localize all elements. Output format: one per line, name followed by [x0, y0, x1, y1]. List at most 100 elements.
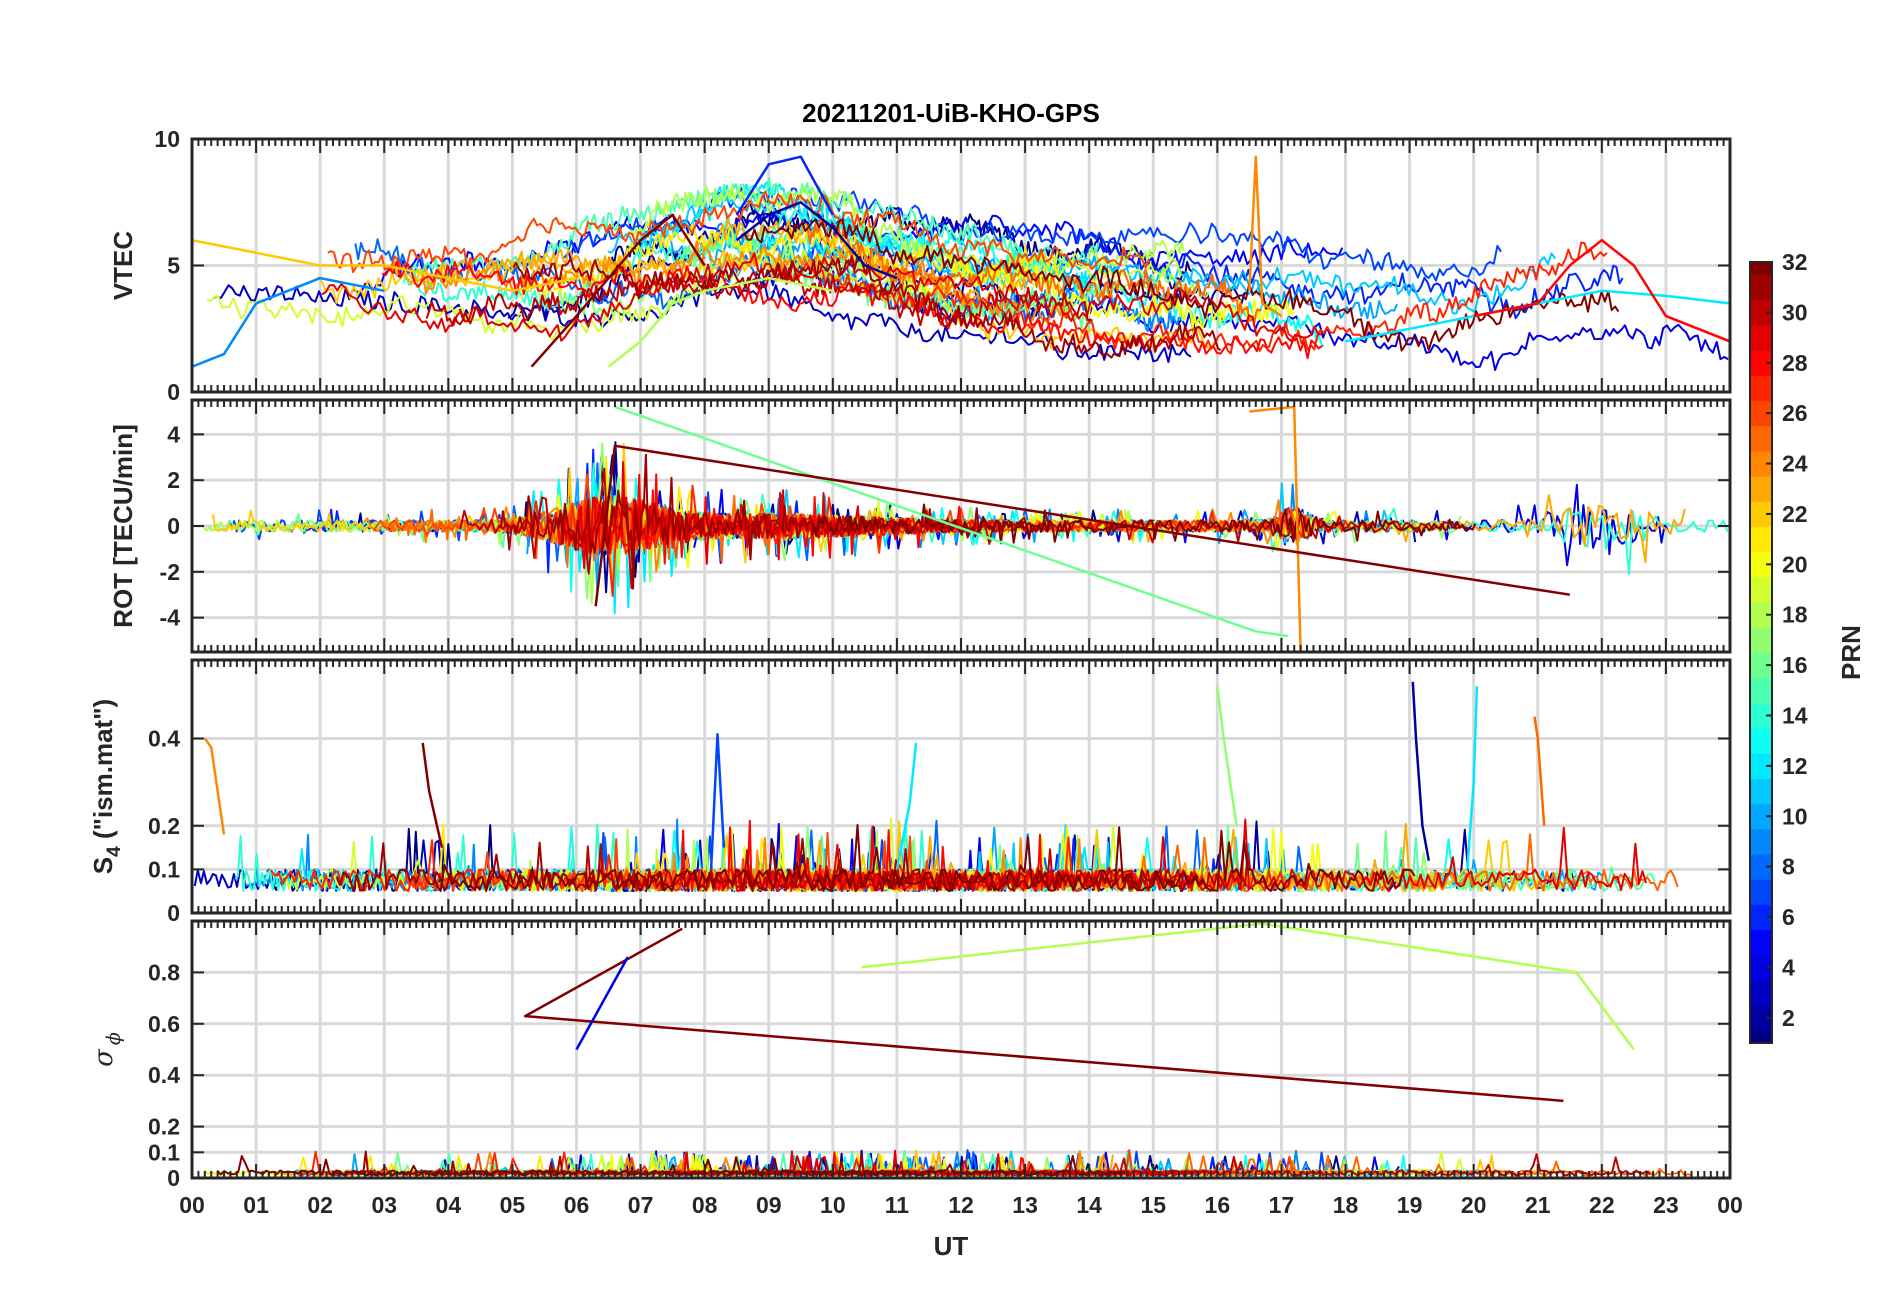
- colorbar-tick-label: 2: [1782, 1005, 1795, 1031]
- x-tick-label: 09: [756, 1192, 782, 1218]
- traces-rot: [202, 405, 1729, 652]
- x-tick-labels: 00 01 02 03 04 05 06 07 08 09 10 11 12 13 14 15 16 17 18 19…: [179, 1192, 1743, 1218]
- colorbar-swatch: [1750, 803, 1772, 830]
- colorbar-tick-label: 30: [1782, 299, 1808, 325]
- prn-trace: [206, 239, 1182, 342]
- prn-17-series: [1216, 686, 1238, 826]
- x-tick-label: 20: [1461, 1192, 1487, 1218]
- colorbar-tick-label: 24: [1782, 451, 1808, 477]
- x-tick-label: 03: [371, 1192, 397, 1218]
- x-tick-label: 04: [436, 1192, 462, 1218]
- y-tick-label: 0: [167, 513, 180, 539]
- colorbar-swatch: [1750, 677, 1772, 704]
- colorbar-tick-label: 10: [1782, 803, 1808, 829]
- y-tick-label: 0.4: [148, 1062, 180, 1088]
- prn-2-series: [1411, 681, 1431, 861]
- x-tick-label: 19: [1397, 1192, 1423, 1218]
- colorbar-tick-label: 12: [1782, 753, 1808, 779]
- colorbar-swatch: [1750, 262, 1772, 276]
- y-tick-label: 0: [167, 900, 180, 926]
- colorbar-swatch: [1750, 627, 1772, 653]
- colorbar-swatch: [1750, 551, 1772, 578]
- prn-32-series: [530, 213, 706, 368]
- prn-trace: [740, 218, 1620, 352]
- x-tick-label: 23: [1653, 1192, 1679, 1218]
- colorbar-swatch: [1750, 778, 1772, 805]
- prn-25-series: [1533, 716, 1546, 826]
- y-tick-label: 4: [167, 421, 180, 447]
- x-tick-label: 15: [1140, 1192, 1166, 1218]
- x-tick-label: 07: [628, 1192, 654, 1218]
- x-ticks-s4: [191, 660, 1731, 913]
- traces-s4: [193, 681, 1679, 893]
- y-axis-label-rot: ROT [TECU/min]: [108, 424, 138, 628]
- grid-s4: [192, 660, 1730, 913]
- colorbar-swatch: [1750, 929, 1772, 956]
- prn-32-series: [594, 444, 1570, 607]
- y-axis-label-s4: S4 ("ism.mat"): [88, 699, 125, 874]
- prn-16-series: [614, 405, 1288, 638]
- colorbar-swatch: [1750, 400, 1772, 427]
- x-tick-label: 08: [692, 1192, 718, 1218]
- panel-rot: -4 -2 0 2 4 ROT [TECU/min]: [108, 398, 1732, 654]
- y-axis-rot: -4 -2 0 2 4: [160, 421, 1730, 631]
- colorbar-swatch: [1750, 854, 1772, 880]
- y-tick-label: 10: [154, 126, 180, 152]
- panel-s4: 0 0.1 0.2 0.4 S4 ("ism.mat"): [88, 658, 1732, 926]
- y-tick-label: 0.1: [148, 856, 180, 882]
- y-tick-label: -2: [160, 559, 180, 585]
- prn-trace: [810, 503, 1477, 545]
- colorbar-swatch: [1750, 652, 1772, 679]
- colorbar-swatch: [1750, 350, 1772, 376]
- colorbar-tick-label: 6: [1782, 904, 1795, 930]
- prn-4-series: [575, 956, 629, 1051]
- colorbar-swatch: [1750, 980, 1772, 1006]
- y-tick-label: 0.6: [148, 1011, 180, 1037]
- colorbar-tick-label: 14: [1782, 702, 1808, 728]
- x-tick-label: 02: [307, 1192, 333, 1218]
- prn-12-series: [895, 742, 918, 870]
- colorbar-tick-label: 18: [1782, 602, 1808, 628]
- x-tick-label: 10: [820, 1192, 846, 1218]
- x-tick-label: 13: [1012, 1192, 1038, 1218]
- y-axis-sigma_phi: 00.10.2 0.4 0.6 0.8: [148, 959, 1730, 1191]
- colorbar-swatch: [1750, 702, 1772, 729]
- colorbar-tick-label: 26: [1782, 400, 1808, 426]
- prn-trace: [773, 241, 1608, 355]
- y-tick-label: 0.2: [148, 813, 180, 839]
- x-ticks-vtec: [191, 139, 1731, 392]
- prn-18-series: [861, 922, 1635, 1051]
- colorbar-swatch: [1750, 904, 1772, 931]
- prn-9-series: [192, 276, 385, 368]
- x-tick-label: 05: [500, 1192, 526, 1218]
- y-tick-label: 2: [167, 467, 180, 493]
- prn-24-series: [1248, 155, 1283, 318]
- prn-12-series: [1466, 686, 1479, 870]
- x-tick-label: 00: [179, 1192, 205, 1218]
- y-tick-label: 0.1: [148, 1139, 180, 1165]
- prn-32-series: [421, 742, 444, 848]
- prn-trace: [327, 190, 1150, 274]
- prn-trace: [823, 231, 1296, 331]
- y-axis-vtec: 0 5 10: [154, 126, 1730, 405]
- colorbar-swatch: [1750, 476, 1772, 502]
- traces-vtec: [192, 155, 1730, 371]
- colorbar-swatch: [1750, 299, 1772, 326]
- y-tick-label: 0.8: [148, 959, 180, 985]
- y-tick-label: -4: [160, 605, 181, 631]
- colorbar-tick-label: 32: [1782, 249, 1808, 275]
- x-tick-label: 12: [948, 1192, 974, 1218]
- y-tick-label: 0.2: [148, 1114, 180, 1140]
- y-axis-label-vtec: VTEC: [108, 231, 138, 301]
- colorbar-swatch: [1750, 576, 1772, 603]
- y-tick-label: 0.4: [148, 726, 180, 752]
- colorbar-swatch: [1750, 753, 1772, 779]
- x-ticks-sigma_phi: [191, 921, 1731, 1178]
- colorbar-tick-label: 20: [1782, 551, 1808, 577]
- prn-24-series: [203, 737, 226, 835]
- prn-trace: [805, 218, 1263, 324]
- colorbar-tick-label: 16: [1782, 652, 1808, 678]
- x-tick-label: 18: [1333, 1192, 1359, 1218]
- prn-trace: [432, 824, 1416, 893]
